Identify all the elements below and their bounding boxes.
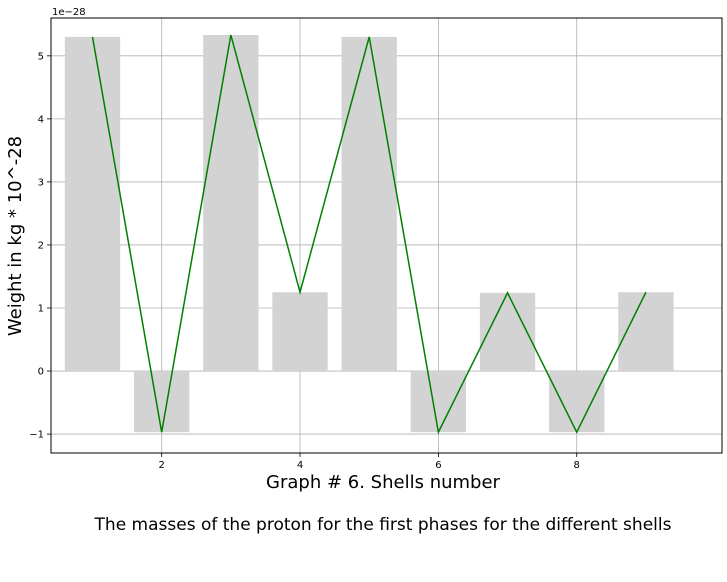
x-tick-label: 4 [297, 460, 303, 471]
y-tick-label: 0 [38, 367, 44, 378]
bar [272, 292, 328, 372]
y-tick-label: 2 [38, 240, 44, 251]
chart-caption: The masses of the proton for the first p… [94, 515, 672, 535]
bar [618, 292, 674, 372]
y-tick-label: 1 [38, 304, 44, 315]
x-tick-label: 2 [158, 460, 164, 471]
y-ticks: −1 0 1 2 3 4 5 [29, 51, 51, 441]
y-tick-label: 3 [38, 177, 44, 188]
bar [134, 371, 190, 433]
plot-frame [50, 17, 723, 454]
y-offset-label: 1e−28 [52, 7, 86, 18]
y-tick-label: 4 [38, 114, 44, 125]
y-tick-label: −1 [29, 430, 44, 441]
y-axis-label: Weight in kg * 10^-28 [5, 136, 26, 336]
bar [410, 371, 467, 433]
bars [64, 35, 674, 433]
x-axis-label: Graph # 6. Shells number [266, 472, 500, 493]
series-line [91, 34, 647, 435]
x-tick-label: 8 [574, 460, 580, 471]
x-ticks: 2 4 6 8 [158, 453, 580, 471]
bar [479, 292, 536, 372]
bar [341, 36, 397, 372]
series-polyline [91, 34, 647, 435]
bar [64, 36, 121, 372]
y-tick-label: 5 [38, 51, 44, 62]
bar [203, 35, 259, 372]
bar [549, 371, 605, 433]
x-tick-label: 6 [435, 460, 441, 471]
